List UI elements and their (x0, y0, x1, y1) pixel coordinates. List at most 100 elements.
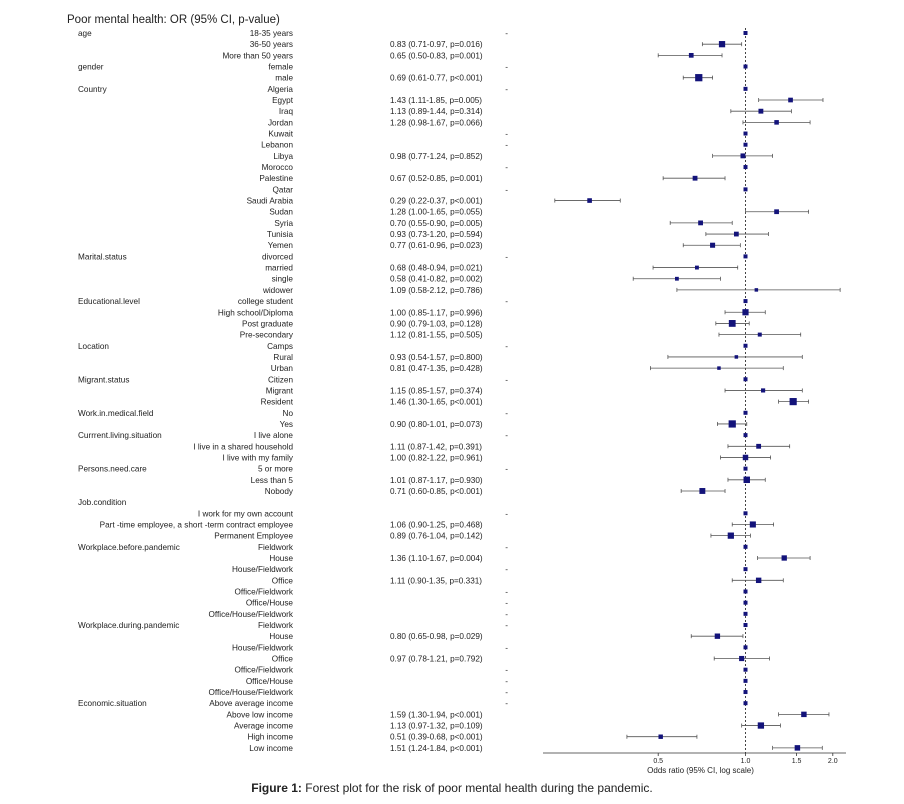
row-label: No (283, 409, 294, 418)
row-label: Jordan (268, 118, 293, 127)
or-marker (674, 276, 679, 281)
row-label: I work for my own account (198, 509, 294, 518)
row-label: Tunisia (267, 230, 294, 239)
row-label: I live in a shared household (193, 442, 293, 451)
reference-marker (743, 611, 748, 616)
group-label: Economic.situation (78, 699, 147, 708)
row-label: widower (262, 286, 293, 295)
row-label: Post graduate (242, 319, 293, 328)
or-text: - (505, 375, 508, 384)
or-text: - (505, 130, 508, 139)
group-label: Persons.need.care (78, 465, 147, 474)
or-text: 0.93 (0.73-1.20, p=0.594) (390, 230, 483, 239)
or-marker (742, 309, 749, 316)
or-marker (728, 420, 736, 428)
row-label: Above average income (209, 699, 293, 708)
or-text: - (505, 699, 508, 708)
row-label: Office/House (246, 599, 294, 608)
or-text: 0.98 (0.77-1.24, p=0.852) (390, 152, 483, 161)
or-text: 1.09 (0.58-2.12, p=0.786) (390, 286, 483, 295)
row-label: Morocco (262, 163, 294, 172)
group-label: Migrant.status (78, 375, 129, 384)
row-label: Pre-secondary (240, 331, 294, 340)
row-label: Camps (267, 342, 293, 351)
group-label: Currrent.living.situation (78, 431, 162, 440)
or-text: - (505, 63, 508, 72)
row-label: Syria (274, 219, 293, 228)
or-text: - (505, 163, 508, 172)
or-text: 0.90 (0.79-1.03, p=0.128) (390, 319, 483, 328)
row-label: Migrant (266, 386, 294, 395)
or-text: 0.68 (0.48-0.94, p=0.021) (390, 264, 483, 273)
row-label: female (268, 63, 293, 72)
reference-marker (743, 690, 748, 695)
or-text: 0.69 (0.61-0.77, p<0.001) (390, 74, 483, 83)
row-label: Office/House/Fieldwork (209, 688, 294, 697)
reference-marker (743, 623, 748, 628)
row-label: Low income (249, 744, 293, 753)
or-text: 1.36 (1.10-1.67, p=0.004) (390, 554, 483, 563)
x-tick-label: 1.0 (741, 758, 751, 765)
or-marker (692, 175, 698, 181)
reference-marker (743, 701, 748, 706)
or-text: - (505, 643, 508, 652)
row-label: I live alone (254, 431, 294, 440)
reference-marker (743, 165, 748, 170)
or-text: 1.46 (1.30-1.65, p<0.001) (390, 398, 483, 407)
reference-marker (743, 377, 748, 382)
reference-marker (743, 142, 748, 147)
or-marker (743, 476, 750, 484)
or-text: - (505, 297, 508, 306)
row-label: Urban (271, 364, 294, 373)
group-label: Workplace.before.pandemic (78, 543, 180, 552)
reference-marker (743, 511, 748, 516)
row-label: Citizen (268, 375, 293, 384)
row-label: Palestine (259, 174, 293, 183)
or-text: 0.81 (0.47-1.35, p=0.428) (390, 364, 483, 373)
or-text: - (505, 621, 508, 630)
row-label: Saudi Arabia (247, 197, 294, 206)
row-label: Qatar (273, 185, 294, 194)
or-marker (718, 41, 726, 48)
or-text: 0.51 (0.39-0.68, p<0.001) (390, 733, 483, 742)
or-marker (757, 332, 762, 337)
or-text: 1.13 (0.97-1.32, p=0.109) (390, 722, 483, 731)
or-marker (587, 198, 592, 203)
or-text: - (505, 688, 508, 697)
row-label: Office/House (246, 677, 294, 686)
reference-marker (743, 600, 748, 605)
or-text: 1.11 (0.87-1.42, p=0.391) (390, 442, 482, 451)
group-label: Location (78, 342, 109, 351)
row-label: Part -time employee, a short -term contr… (100, 520, 294, 529)
or-marker (740, 153, 746, 159)
row-label: single (272, 275, 294, 284)
or-marker (794, 745, 801, 751)
or-marker (688, 52, 694, 58)
reference-marker (743, 254, 748, 259)
or-marker (739, 655, 745, 662)
or-text: 1.00 (0.82-1.22, p=0.961) (390, 453, 483, 462)
row-label: Fieldwork (258, 543, 294, 552)
or-text: 1.59 (1.30-1.94, p<0.001) (390, 710, 483, 719)
or-marker (749, 521, 756, 528)
or-text: 0.29 (0.22-0.37, p<0.001) (390, 197, 483, 206)
or-marker (757, 722, 765, 729)
row-label: House (269, 632, 293, 641)
row-label: Permanent Employee (214, 532, 293, 541)
x-tick-label: 0.5 (653, 758, 663, 765)
or-text: - (505, 141, 508, 150)
reference-marker (743, 667, 748, 672)
row-label: Kuwait (268, 130, 293, 139)
or-text: - (505, 252, 508, 261)
row-label: Office/Fieldwork (234, 588, 293, 597)
or-marker (761, 388, 766, 393)
row-label: divorced (262, 252, 293, 261)
reference-marker (743, 131, 748, 136)
figure-caption-text: Forest plot for the risk of poor mental … (301, 781, 653, 795)
or-marker (758, 108, 764, 114)
or-marker (742, 454, 749, 461)
or-text: - (505, 342, 508, 351)
or-marker (774, 120, 779, 125)
reference-marker (743, 299, 748, 304)
